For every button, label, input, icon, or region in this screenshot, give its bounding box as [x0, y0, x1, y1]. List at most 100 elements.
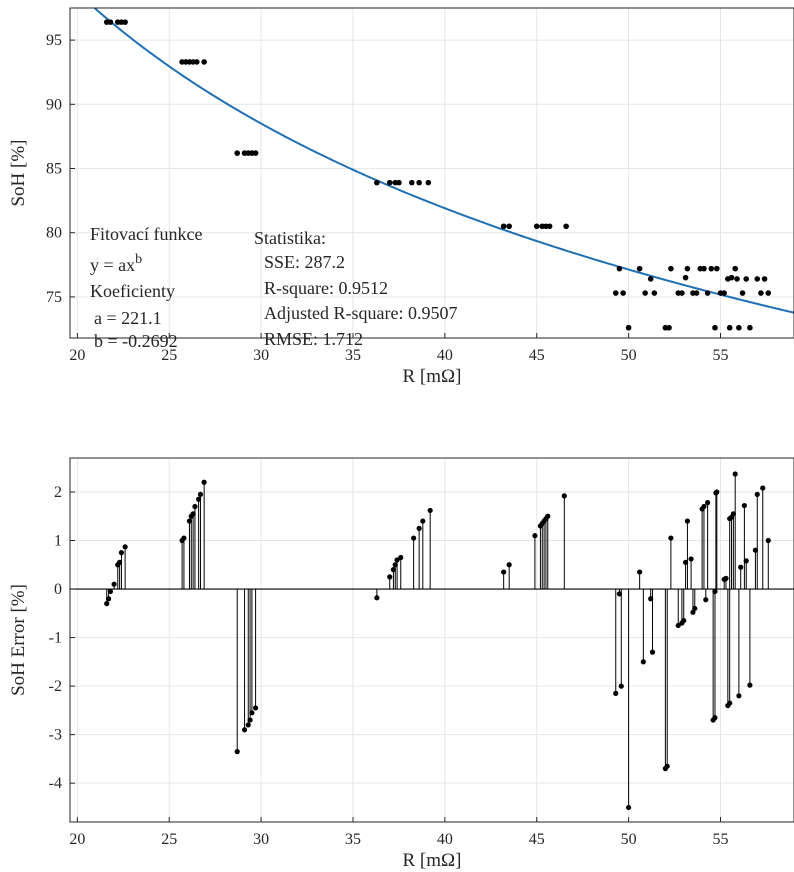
- bot-y-tick-label: 1: [54, 533, 62, 550]
- error-stem-marker: [613, 690, 619, 696]
- measured-point: [736, 324, 742, 331]
- top-x-tick-label: 30: [253, 347, 269, 364]
- measured-point: [612, 290, 619, 296]
- bot-x-tick-label: 45: [529, 831, 545, 848]
- statistics-rmse: RMSE: 1.712: [264, 329, 363, 349]
- measured-point: [714, 265, 720, 272]
- error-stem-marker: [727, 700, 733, 706]
- statistics-adjusted-r-square: Adjusted R-square: 0.9507: [264, 303, 457, 323]
- error-stem-marker: [249, 710, 255, 716]
- error-stem-marker: [712, 715, 718, 721]
- measured-point: [193, 59, 200, 65]
- bot-x-tick-label: 30: [253, 831, 269, 848]
- measured-point: [107, 19, 114, 25]
- error-stem-marker: [681, 617, 687, 624]
- error-stem-marker: [743, 558, 749, 564]
- error-stem-marker: [703, 597, 709, 603]
- error-stem-marker: [738, 564, 744, 570]
- error-stem-marker: [732, 471, 738, 477]
- measured-point: [386, 179, 393, 186]
- error-stem-marker: [752, 547, 759, 553]
- error-stem-marker: [234, 749, 240, 755]
- measured-point: [666, 324, 672, 331]
- error-stem-marker: [532, 533, 538, 539]
- error-stem-marker: [640, 659, 646, 665]
- fit-plot-grid: [70, 8, 794, 338]
- error-plot-y-axis-label: SoH Error [%]: [8, 584, 29, 696]
- top-x-tick-label: 25: [161, 347, 177, 364]
- measured-point: [734, 276, 740, 282]
- measured-point: [704, 290, 711, 296]
- measured-point: [682, 274, 689, 281]
- top-y-tick-label: 85: [46, 161, 62, 178]
- bot-y-tick-label: 0: [54, 581, 62, 598]
- fit-annotation: Fitovací funkce y = axb Koeficienty a = …: [90, 224, 202, 351]
- measured-point: [684, 265, 691, 272]
- error-stem-marker: [754, 491, 760, 497]
- coefficient-b: b = -0.2692: [94, 331, 178, 351]
- error-stem-marker: [684, 518, 691, 524]
- error-plot-panel: 20 25 30 35 40 45 50 55 -4 -3 -2 -1 0 1 2 R [mΩ] SoH E…: [8, 457, 794, 871]
- statistics-r-square: R-square: 0.9512: [264, 278, 388, 298]
- measured-point: [728, 274, 735, 281]
- measured-point: [396, 179, 402, 186]
- top-y-tick-label: 90: [46, 96, 62, 113]
- error-stem-marker: [107, 588, 114, 595]
- measured-point: [546, 223, 553, 230]
- error-stem-marker: [664, 763, 670, 769]
- measured-point: [636, 265, 643, 272]
- measured-point: [642, 290, 648, 296]
- error-stem-marker: [186, 518, 193, 524]
- error-stem-marker: [648, 596, 654, 602]
- error-stem-marker: [714, 489, 720, 495]
- error-stem-marker: [387, 574, 393, 580]
- coefficient-a: a = 221.1: [94, 308, 162, 328]
- error-stem-marker: [245, 722, 251, 728]
- error-stem-marker: [616, 591, 623, 597]
- error-stem-marker: [252, 705, 259, 711]
- top-x-tick-label: 35: [345, 347, 361, 364]
- top-x-tick-label: 55: [712, 347, 728, 364]
- fit-formula-exponent: b: [135, 252, 142, 267]
- measured-point: [721, 290, 727, 296]
- coefficients-title: Koeficienty: [90, 281, 175, 301]
- error-stem-marker: [394, 557, 400, 563]
- error-stem-marker: [398, 554, 404, 561]
- error-stem-marker: [668, 535, 674, 541]
- error-stem-marker: [181, 535, 187, 541]
- statistics-annotation: Statistika: SSE: 287.2 R-square: 0.9512 …: [254, 228, 457, 349]
- measured-point: [374, 179, 380, 186]
- error-stem-marker: [501, 569, 507, 575]
- measured-point: [693, 290, 700, 296]
- error-stem-marker: [741, 502, 747, 509]
- top-y-tick-label: 95: [46, 32, 62, 49]
- top-y-tick-label: 80: [46, 225, 62, 242]
- statistics-sse: SSE: 287.2: [264, 252, 345, 272]
- error-plot-tick-labels: 20 25 30 35 40 45 50 55 -4 -3 -2 -1 0 1 2: [49, 484, 729, 848]
- bot-x-tick-label: 20: [69, 831, 85, 848]
- error-stem-marker: [618, 683, 624, 689]
- bot-x-tick-label: 25: [161, 831, 177, 848]
- fit-formula-base: y = ax: [90, 255, 135, 275]
- bot-y-tick-label: -4: [49, 775, 62, 792]
- error-stem-marker: [416, 525, 422, 531]
- error-stem-marker: [427, 507, 433, 514]
- error-stem-marker: [690, 609, 696, 615]
- bot-y-tick-label: -3: [49, 727, 62, 744]
- error-plot-area: [70, 458, 794, 822]
- error-stem-marker: [506, 562, 512, 568]
- fit-plot-tick-labels: 20 25 30 35 40 45 50 55 75 80 85 90 95: [46, 32, 728, 364]
- error-stem-marker: [561, 493, 567, 499]
- error-stem-marker: [682, 559, 689, 565]
- measured-point: [408, 179, 415, 186]
- measured-point: [739, 290, 746, 296]
- error-stem-marker: [392, 562, 398, 568]
- bot-y-tick-label: 2: [54, 484, 62, 501]
- bot-y-tick-label: -2: [49, 678, 62, 695]
- error-stem-marker: [649, 649, 656, 655]
- measured-point: [234, 150, 241, 156]
- measured-point: [761, 276, 768, 282]
- error-stem-marker: [675, 622, 681, 629]
- error-stem-marker: [411, 535, 417, 541]
